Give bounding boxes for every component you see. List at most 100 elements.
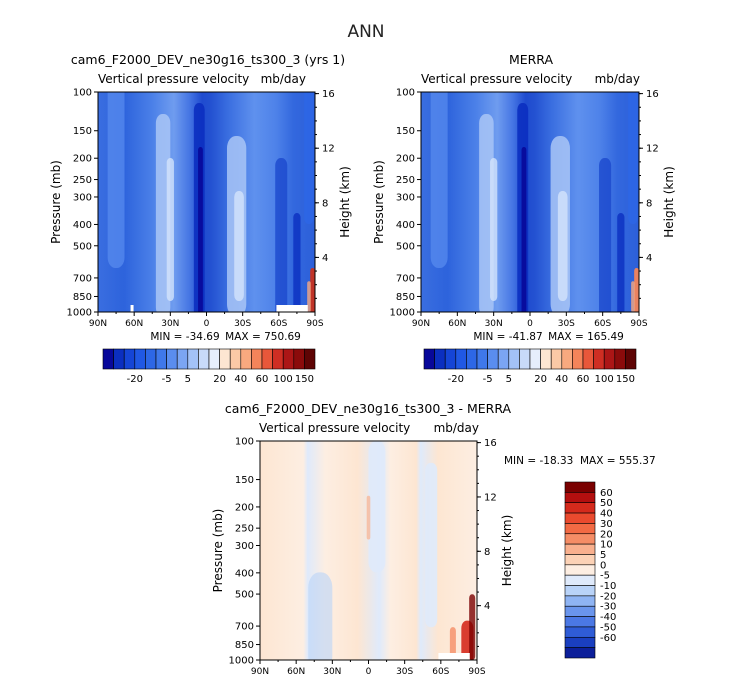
- obs-panel: MERRA Vertical pressure velocity mb/day: [421, 52, 640, 86]
- model-antarctic-ascent: [293, 213, 301, 312]
- model-colorbar-swatch: [102, 348, 114, 370]
- model-x-tick-label: 60S: [270, 319, 287, 329]
- model-ylabel: Pressure (mb): [49, 160, 63, 244]
- model-colorbar-swatch: [219, 348, 231, 370]
- obs-colorbar-swatch: [572, 348, 584, 370]
- model-y2-tick-label: 16: [322, 89, 335, 100]
- diff-colorbar-label: 60: [600, 488, 613, 499]
- diff-colorbar-swatch: [564, 636, 596, 648]
- diff-positive-core: [366, 495, 371, 540]
- obs-colorbar-swatch: [476, 348, 488, 370]
- model-colorbar-swatch: [282, 348, 295, 370]
- obs-y2label: Height (km): [662, 166, 676, 237]
- diff-colorbar-label: 0: [600, 560, 606, 571]
- model-y-tick-label: 1000: [67, 308, 92, 319]
- obs-colorbar-swatch: [466, 348, 478, 370]
- diff-colorbar-swatch: [564, 533, 596, 545]
- diff-field: [260, 441, 477, 660]
- model-nodata-tibet: [130, 305, 134, 312]
- obs-x-tick-label: 30N: [485, 319, 503, 329]
- obs-colorbar-swatch: [444, 348, 457, 370]
- obs-y-tick-label: 250: [396, 175, 415, 186]
- obs-y-tick-label: 150: [396, 126, 415, 137]
- model-y-tick-label: 700: [73, 273, 92, 284]
- obs-antarctic-ascent: [617, 213, 625, 312]
- model-colorbar-label: -5: [162, 374, 172, 385]
- obs-colorbar-label: 100: [595, 374, 614, 385]
- diff-y2-tick-label: 8: [484, 547, 490, 558]
- diff-max-label: MAX = 555.37: [580, 455, 656, 467]
- obs-colorbar-swatch: [540, 348, 552, 370]
- model-y-tick-label: 850: [73, 292, 92, 303]
- diff-colorbar-swatch: [564, 492, 596, 504]
- model-y-tick-label: 300: [73, 192, 92, 203]
- diff-y-tick-label: 500: [235, 590, 254, 601]
- obs-colorbar-label: 40: [555, 374, 568, 385]
- obs-subtropical-descent-north-core: [490, 158, 498, 301]
- model-itcz-ascent-core: [198, 147, 203, 312]
- model-y-tick-label: 200: [73, 154, 92, 165]
- model-y-tick-label: 250: [73, 175, 92, 186]
- diff-colorbar-label: -20: [600, 591, 616, 602]
- model-colorbar-label: -20: [127, 374, 143, 385]
- diff-y-tick-label: 100: [235, 437, 254, 448]
- obs-colorbar-swatch: [434, 348, 446, 370]
- diff-colorbar-label: 20: [600, 529, 613, 540]
- obs-max-label: MAX = 165.49: [548, 331, 624, 343]
- diff-antarctic-positive-edge: [449, 627, 456, 660]
- obs-polar-south: [628, 92, 638, 224]
- diff-subtitle-variable: Vertical pressure velocity: [259, 421, 410, 435]
- diff-x-tick-label: 30S: [396, 667, 413, 677]
- obs-y-tick-label: 300: [396, 192, 415, 203]
- diff-colorbar-swatch: [564, 595, 596, 607]
- diff-subtitle-units: mb/day: [434, 421, 479, 435]
- diff-colorbar-label: 5: [600, 550, 606, 561]
- model-subtropical-descent-north: [155, 114, 171, 312]
- obs-subtitle-variable: Vertical pressure velocity: [421, 72, 572, 86]
- diff-colorbar-label: -5: [600, 571, 610, 582]
- diff-colorbar-swatch: [564, 574, 596, 586]
- obs-x-tick-label: 90N: [412, 319, 430, 329]
- model-x-tick-label: 30N: [161, 319, 179, 329]
- model-colorbar-swatch: [155, 348, 167, 370]
- model-colorbar-swatch: [187, 348, 199, 370]
- obs-antarctic-descent: [634, 268, 639, 312]
- obs-ylabel: Pressure (mb): [372, 160, 386, 244]
- obs-title: MERRA: [509, 52, 554, 67]
- obs-antarctic-descent-edge: [631, 281, 635, 312]
- model-colorbar-swatch: [198, 348, 210, 370]
- model-colorbar-swatch: [240, 348, 252, 370]
- diff-y2-tick-label: 4: [484, 601, 490, 612]
- obs-colorbar-swatch: [487, 348, 499, 370]
- diff-title: cam6_F2000_DEV_ne30g16_ts300_3 - MERRA: [225, 401, 512, 416]
- diff-panel: cam6_F2000_DEV_ne30g16_ts300_3 - MERRA V…: [225, 401, 512, 435]
- diff-x-tick-label: 90S: [468, 667, 485, 677]
- diff-colorbar-label: 40: [600, 509, 613, 520]
- obs-colorbar-swatch: [508, 348, 520, 370]
- obs-itcz-ascent-core: [521, 147, 527, 312]
- diff-colorbar-label: 10: [600, 540, 613, 551]
- obs-y-tick-label: 500: [396, 241, 415, 252]
- model-antarctic-descent-edge: [307, 281, 311, 312]
- diff-negative-band-south: [425, 462, 438, 628]
- obs-x-tick-label: 90S: [630, 319, 647, 329]
- obs-colorbar-swatch: [593, 348, 605, 370]
- obs-x-tick-label: 60N: [448, 319, 466, 329]
- model-x-tick-label: 90N: [89, 319, 107, 329]
- model-colorbar-label: 150: [295, 374, 314, 385]
- model-colorbar-swatch: [304, 348, 316, 370]
- obs-colorbar-label: -5: [483, 374, 493, 385]
- diff-x-tick-label: 90N: [251, 667, 269, 677]
- obs-y2-tick-label: 12: [646, 144, 659, 155]
- obs-colorbar-label: 60: [577, 374, 590, 385]
- obs-colorbar-swatch: [529, 348, 541, 370]
- diff-y2label: Height (km): [500, 515, 514, 586]
- diff-colorbar-swatch: [564, 554, 596, 566]
- model-y2-tick-label: 8: [322, 198, 328, 209]
- obs-y-tick-label: 850: [396, 292, 415, 303]
- diff-colorbar-swatch: [564, 585, 596, 597]
- model-colorbar-label: 40: [234, 374, 247, 385]
- diff-lower-negative: [308, 572, 333, 660]
- obs-colorbar-swatch: [550, 348, 563, 370]
- model-subtropical-descent-south-core: [234, 191, 244, 301]
